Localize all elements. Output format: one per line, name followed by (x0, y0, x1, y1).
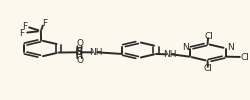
Text: O: O (76, 56, 83, 65)
Text: Cl: Cl (240, 53, 249, 62)
Text: S: S (76, 47, 83, 57)
Text: Cl: Cl (204, 64, 212, 73)
Text: Cl: Cl (204, 32, 213, 41)
Text: NH: NH (163, 50, 176, 59)
Text: O: O (76, 39, 83, 48)
Text: F: F (22, 22, 27, 31)
Text: F: F (42, 19, 47, 28)
Text: F: F (19, 29, 24, 38)
Text: N: N (227, 43, 234, 52)
Text: N: N (182, 43, 188, 52)
Text: NH: NH (89, 48, 102, 57)
